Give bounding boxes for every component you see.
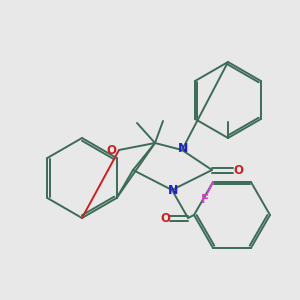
Text: F: F	[201, 193, 209, 206]
Text: N: N	[168, 184, 178, 197]
Text: O: O	[233, 164, 243, 178]
Text: O: O	[106, 145, 116, 158]
Text: O: O	[160, 212, 170, 226]
Text: N: N	[178, 142, 188, 155]
